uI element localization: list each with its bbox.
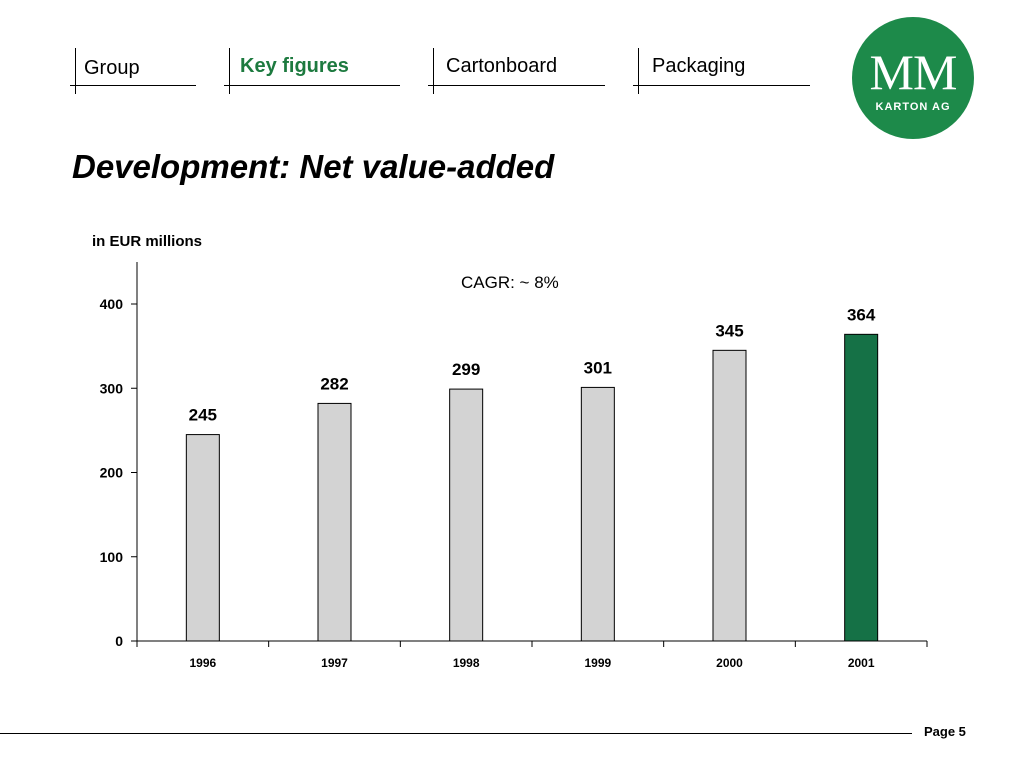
- tab-divider: [229, 48, 230, 94]
- tab-label: Key figures: [240, 55, 349, 77]
- tab-key-figures[interactable]: Key figures: [224, 48, 400, 94]
- tab-underline: [70, 85, 196, 86]
- bar: [449, 388, 484, 642]
- tab-label: Group: [84, 57, 140, 79]
- cagr-annotation: CAGR: ~ 8%: [461, 273, 559, 292]
- y-tick-label: 200: [100, 465, 124, 481]
- tab-label: Cartonboard: [446, 55, 558, 77]
- y-tick-label: 0: [115, 633, 123, 649]
- data-label: 345: [715, 321, 743, 340]
- tab-group[interactable]: Group: [70, 48, 196, 94]
- page-title: Development: Net value-added: [72, 148, 555, 185]
- tab-divider: [638, 48, 639, 94]
- tab-divider: [75, 48, 76, 94]
- x-tick-label: 2000: [716, 656, 743, 670]
- company-logo: MM KARTON AG: [852, 17, 974, 139]
- logo-subtitle: KARTON AG: [875, 101, 951, 113]
- bar: [317, 402, 352, 642]
- tab-label: Packaging: [652, 55, 746, 77]
- data-label: 282: [320, 374, 348, 393]
- x-tick-label: 1999: [584, 656, 611, 670]
- bar: [580, 386, 615, 642]
- x-tick-label: 1998: [453, 656, 480, 670]
- bar: [712, 349, 747, 642]
- bar: [844, 333, 879, 642]
- bar: [185, 434, 220, 642]
- page-number: Page 5: [924, 724, 966, 739]
- tab-cartonboard[interactable]: Cartonboard: [428, 48, 605, 94]
- data-label: 301: [584, 358, 612, 377]
- tab-underline: [224, 85, 400, 86]
- x-tick-label: 1997: [321, 656, 348, 670]
- tab-underline: [428, 85, 605, 86]
- x-tick-label: 1996: [189, 656, 216, 670]
- tab-divider: [433, 48, 434, 94]
- y-tick-label: 100: [100, 549, 124, 565]
- tab-packaging[interactable]: Packaging: [633, 48, 810, 94]
- data-label: 364: [847, 305, 876, 324]
- logo-mark: MM: [869, 44, 958, 100]
- footer-divider: [0, 733, 912, 734]
- y-tick-label: 400: [100, 296, 124, 312]
- tab-underline: [633, 85, 810, 86]
- data-label: 299: [452, 360, 480, 379]
- y-tick-label: 300: [100, 380, 124, 396]
- data-label: 245: [189, 406, 217, 425]
- x-tick-label: 2001: [848, 656, 875, 670]
- unit-label: in EUR millions: [92, 233, 203, 250]
